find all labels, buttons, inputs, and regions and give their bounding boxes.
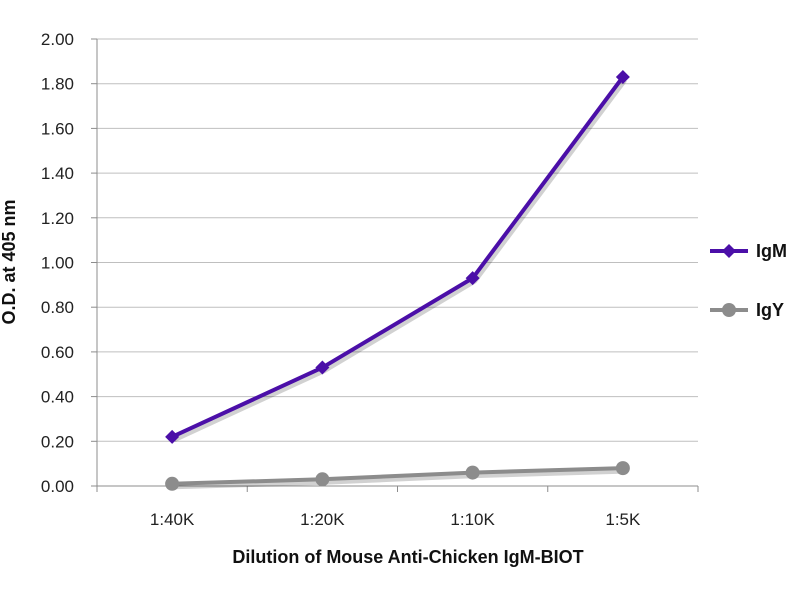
series-line-igy — [172, 466, 623, 486]
legend-marker — [722, 303, 736, 317]
series-line-igm — [171, 75, 625, 439]
series-markers — [165, 69, 630, 491]
x-tick-labels: 1:40K 1:20K 1:10K 1:5K — [150, 510, 641, 529]
data-point-igm — [315, 360, 330, 375]
y-tick-label: 0.00 — [41, 477, 74, 496]
y-tick-label: 2.00 — [41, 30, 74, 49]
data-point-igm — [165, 429, 180, 444]
y-tick-label: 1.60 — [41, 119, 74, 138]
data-point-igm — [465, 271, 480, 286]
y-tick-label: 0.40 — [41, 388, 74, 407]
legend-label: IgM — [756, 241, 787, 261]
legend: IgM IgY — [710, 241, 787, 320]
legend-marker — [722, 244, 736, 258]
series-line-shadow — [173, 78, 627, 443]
data-point-igy — [315, 472, 330, 487]
y-tick-label: 1.00 — [41, 254, 74, 273]
data-point-igm — [615, 69, 630, 84]
x-tick-label: 1:10K — [450, 510, 495, 529]
data-point-igy — [615, 461, 630, 476]
y-tick-label: 1.20 — [41, 209, 74, 228]
y-tick-label: 0.60 — [41, 343, 74, 362]
x-tick-label: 1:40K — [150, 510, 195, 529]
legend-label: IgY — [756, 300, 784, 320]
data-point-igy — [465, 465, 480, 480]
y-tick-labels: 0.00 0.20 0.40 0.60 0.80 1.00 1.20 1.40 1.60 1.80… — [41, 30, 74, 496]
y-tick-label: 1.80 — [41, 75, 74, 94]
gridlines — [97, 38, 698, 442]
data-point-igy — [165, 476, 180, 491]
y-axis-title: O.D. at 405 nm — [0, 199, 19, 324]
y-tick-label: 0.20 — [41, 432, 74, 451]
series-line-shadow — [174, 468, 625, 490]
series-lines — [171, 75, 627, 490]
y-tick-label: 1.40 — [41, 164, 74, 183]
y-tick-label: 0.80 — [41, 298, 74, 317]
x-axis-title: Dilution of Mouse Anti-Chicken IgM-BIOT — [232, 547, 583, 567]
x-tick-label: 1:5K — [605, 510, 641, 529]
axes — [91, 38, 699, 492]
x-tick-label: 1:20K — [300, 510, 345, 529]
